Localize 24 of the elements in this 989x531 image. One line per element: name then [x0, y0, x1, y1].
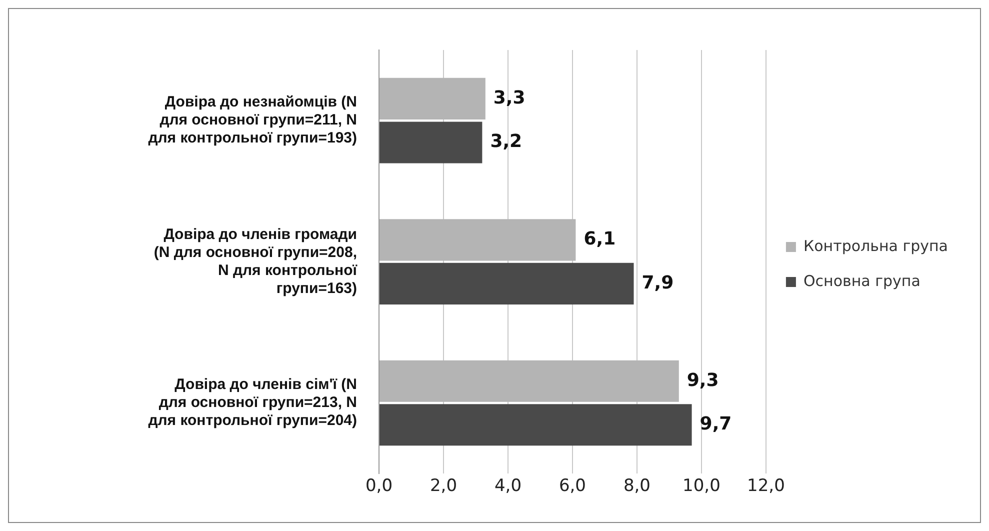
- x-tick-label: 12,0: [747, 476, 785, 496]
- bar: [380, 262, 634, 304]
- data-label: 9,3: [686, 370, 719, 391]
- x-tick-label: 4,0: [494, 476, 522, 496]
- x-tick-label: 8,0: [623, 476, 650, 496]
- y-tick-label: Довіра до незнайомців (N для основної групи=211, N для контрольної групи=193): [148, 94, 357, 147]
- x-tick-label: 2,0: [430, 476, 458, 496]
- legend-label: Основна група: [803, 272, 920, 290]
- legend-label: Контрольна група: [803, 236, 948, 255]
- bar: [380, 122, 482, 164]
- bar: [380, 219, 576, 261]
- data-label: 6,1: [584, 228, 616, 250]
- data-label: 7,9: [642, 272, 674, 294]
- y-tick-label: Довіра до членів сім'ї (N для основної групи=213, N для контрольної групи=204): [148, 376, 357, 430]
- data-label: 3,3: [493, 87, 526, 108]
- bar: [380, 360, 679, 402]
- bar: [380, 78, 486, 120]
- x-tick-label: 6,0: [558, 476, 586, 496]
- x-tick-label: 10,0: [682, 476, 720, 496]
- y-tick-label: Довіра до членів громади (N для основної групи=208, N для контрольної групи=163): [154, 226, 358, 297]
- data-label: 3,2: [490, 131, 522, 152]
- data-label: 9,7: [700, 414, 732, 435]
- x-tick-label: 0,0: [365, 476, 393, 496]
- bar: [380, 404, 692, 446]
